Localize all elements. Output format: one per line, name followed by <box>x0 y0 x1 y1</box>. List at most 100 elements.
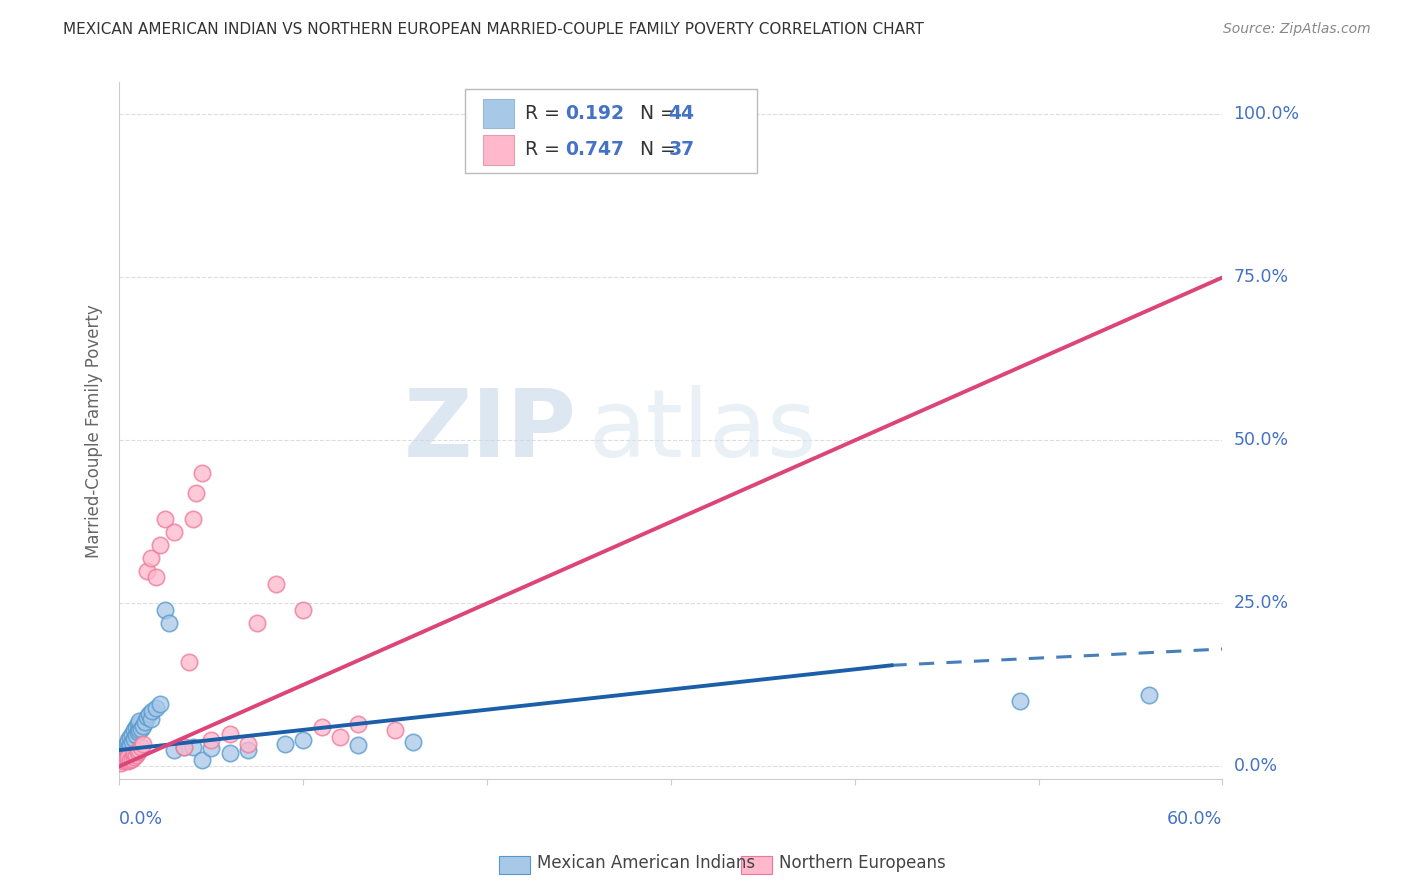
Text: 100.0%: 100.0% <box>1233 105 1299 123</box>
Point <box>1010 694 1032 708</box>
Point <box>292 603 315 617</box>
Point <box>132 719 155 733</box>
Point <box>139 550 162 565</box>
Point <box>134 714 156 729</box>
Point <box>179 655 201 669</box>
Point <box>127 745 149 759</box>
Text: R =: R = <box>526 140 567 160</box>
Point <box>138 707 160 722</box>
Point <box>163 524 186 539</box>
Point <box>191 466 214 480</box>
Text: 0.0%: 0.0% <box>120 810 163 828</box>
Point <box>149 698 172 712</box>
Point <box>120 739 142 753</box>
Point <box>128 723 150 738</box>
Point <box>402 734 425 748</box>
Point <box>135 710 157 724</box>
Point <box>236 737 259 751</box>
Text: 44: 44 <box>669 104 695 123</box>
Point <box>149 538 172 552</box>
Point <box>141 704 163 718</box>
Point <box>117 741 139 756</box>
Text: N =: N = <box>628 140 682 160</box>
Point <box>181 739 204 754</box>
Point <box>122 747 145 761</box>
Point <box>163 743 186 757</box>
Point <box>121 751 143 765</box>
Point <box>128 743 150 757</box>
Point <box>173 739 195 754</box>
Text: 0.192: 0.192 <box>565 104 624 123</box>
Point <box>122 723 145 738</box>
Point <box>145 700 167 714</box>
Point <box>311 720 333 734</box>
Point <box>218 727 240 741</box>
Point <box>384 723 406 738</box>
Point <box>117 749 139 764</box>
Text: 0.747: 0.747 <box>565 140 624 160</box>
Text: ZIP: ZIP <box>404 384 576 476</box>
Point <box>1137 688 1160 702</box>
FancyBboxPatch shape <box>484 136 515 164</box>
Text: 0.0%: 0.0% <box>1233 757 1278 775</box>
Point <box>347 739 370 753</box>
Point <box>125 720 148 734</box>
Point <box>111 754 134 768</box>
Point <box>128 714 150 728</box>
Point <box>120 730 142 744</box>
Point <box>173 739 195 754</box>
Point <box>292 733 315 747</box>
Point <box>125 747 148 762</box>
Text: MEXICAN AMERICAN INDIAN VS NORTHERN EUROPEAN MARRIED-COUPLE FAMILY POVERTY CORRE: MEXICAN AMERICAN INDIAN VS NORTHERN EURO… <box>63 22 924 37</box>
Point <box>155 511 177 525</box>
Text: Source: ZipAtlas.com: Source: ZipAtlas.com <box>1223 22 1371 37</box>
Point <box>111 747 134 761</box>
Point <box>155 603 177 617</box>
Text: Northern Europeans: Northern Europeans <box>779 855 946 872</box>
Point <box>135 564 157 578</box>
Point <box>181 511 204 525</box>
Point <box>114 743 136 757</box>
Point <box>115 745 138 759</box>
Point <box>186 485 208 500</box>
Point <box>157 615 180 630</box>
Point <box>200 733 222 747</box>
Point <box>264 577 287 591</box>
Point <box>274 737 297 751</box>
Point <box>127 725 149 739</box>
Point <box>120 753 142 767</box>
Point <box>114 753 136 767</box>
Point <box>246 615 269 630</box>
Point <box>110 756 132 770</box>
FancyBboxPatch shape <box>464 89 756 172</box>
Text: 75.0%: 75.0% <box>1233 268 1289 286</box>
Text: N =: N = <box>628 104 682 123</box>
Point <box>131 739 153 754</box>
Text: 25.0%: 25.0% <box>1233 594 1289 613</box>
Text: R =: R = <box>526 104 567 123</box>
Point <box>122 749 145 764</box>
Point <box>115 751 138 765</box>
Point <box>114 739 136 754</box>
Point <box>218 747 240 761</box>
Point <box>117 754 139 768</box>
Point <box>145 570 167 584</box>
Point <box>125 728 148 742</box>
Point <box>191 753 214 767</box>
Point <box>110 749 132 764</box>
Point <box>127 717 149 731</box>
Point <box>122 731 145 746</box>
Point <box>115 737 138 751</box>
Text: 50.0%: 50.0% <box>1233 432 1289 450</box>
Point <box>131 722 153 736</box>
FancyBboxPatch shape <box>484 99 515 128</box>
Point <box>347 717 370 731</box>
Y-axis label: Married-Couple Family Poverty: Married-Couple Family Poverty <box>86 304 103 558</box>
Text: 60.0%: 60.0% <box>1167 810 1222 828</box>
Point <box>132 737 155 751</box>
Point <box>236 743 259 757</box>
Point <box>121 734 143 748</box>
Text: 37: 37 <box>669 140 695 160</box>
Point <box>139 713 162 727</box>
Text: atlas: atlas <box>588 384 817 476</box>
